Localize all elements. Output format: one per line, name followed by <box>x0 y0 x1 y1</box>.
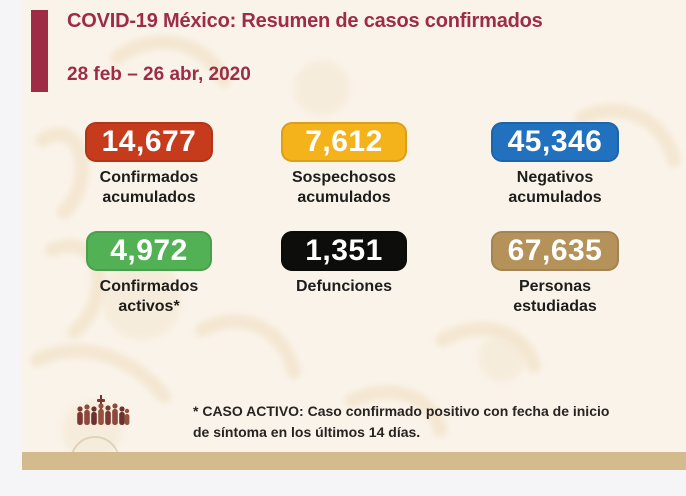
infographic-card: COVID-19 México: Resumen de casos confir… <box>22 0 686 470</box>
stat-confirmados-activos: 4,972 Confirmados activos* <box>54 231 244 317</box>
stat-value-badge: 1,351 <box>281 231 407 271</box>
footnote: * CASO ACTIVO: Caso confirmado positivo … <box>193 401 633 443</box>
stat-label: Negativos acumulados <box>508 169 602 206</box>
stat-label: Sospechosos acumulados <box>291 169 397 206</box>
stat-value-badge: 7,612 <box>281 122 407 162</box>
stat-value-badge: 4,972 <box>86 231 212 271</box>
stat-label: Confirmados activos* <box>99 278 199 315</box>
stat-confirmados-acumulados: 14,677 Confirmados acumulados <box>54 122 244 208</box>
stat-label: Defunciones <box>295 278 392 295</box>
stat-label: Personas estudiadas <box>513 278 597 315</box>
government-figures-logo-icon <box>77 395 130 425</box>
bottom-gold-bar <box>22 452 686 470</box>
stat-negativos-acumulados: 45,346 Negativos acumulados <box>460 122 650 208</box>
stat-value-badge: 67,635 <box>490 231 620 271</box>
date-range: 28 feb – 26 abr, 2020 <box>67 64 251 85</box>
stat-value-badge: 14,677 <box>84 122 214 162</box>
page-title: COVID-19 México: Resumen de casos confir… <box>67 10 543 32</box>
stat-value-badge: 45,346 <box>490 122 620 162</box>
stat-defunciones: 1,351 Defunciones <box>249 231 439 297</box>
footnote-line2: de síntoma en los últimos 14 días. <box>193 424 421 440</box>
footnote-line1: * CASO ACTIVO: Caso confirmado positivo … <box>193 403 610 419</box>
title-accent-bar <box>31 10 48 92</box>
stat-label: Confirmados acumulados <box>99 169 199 206</box>
stat-sospechosos-acumulados: 7,612 Sospechosos acumulados <box>249 122 439 208</box>
stat-personas-estudiadas: 67,635 Personas estudiadas <box>460 231 650 317</box>
